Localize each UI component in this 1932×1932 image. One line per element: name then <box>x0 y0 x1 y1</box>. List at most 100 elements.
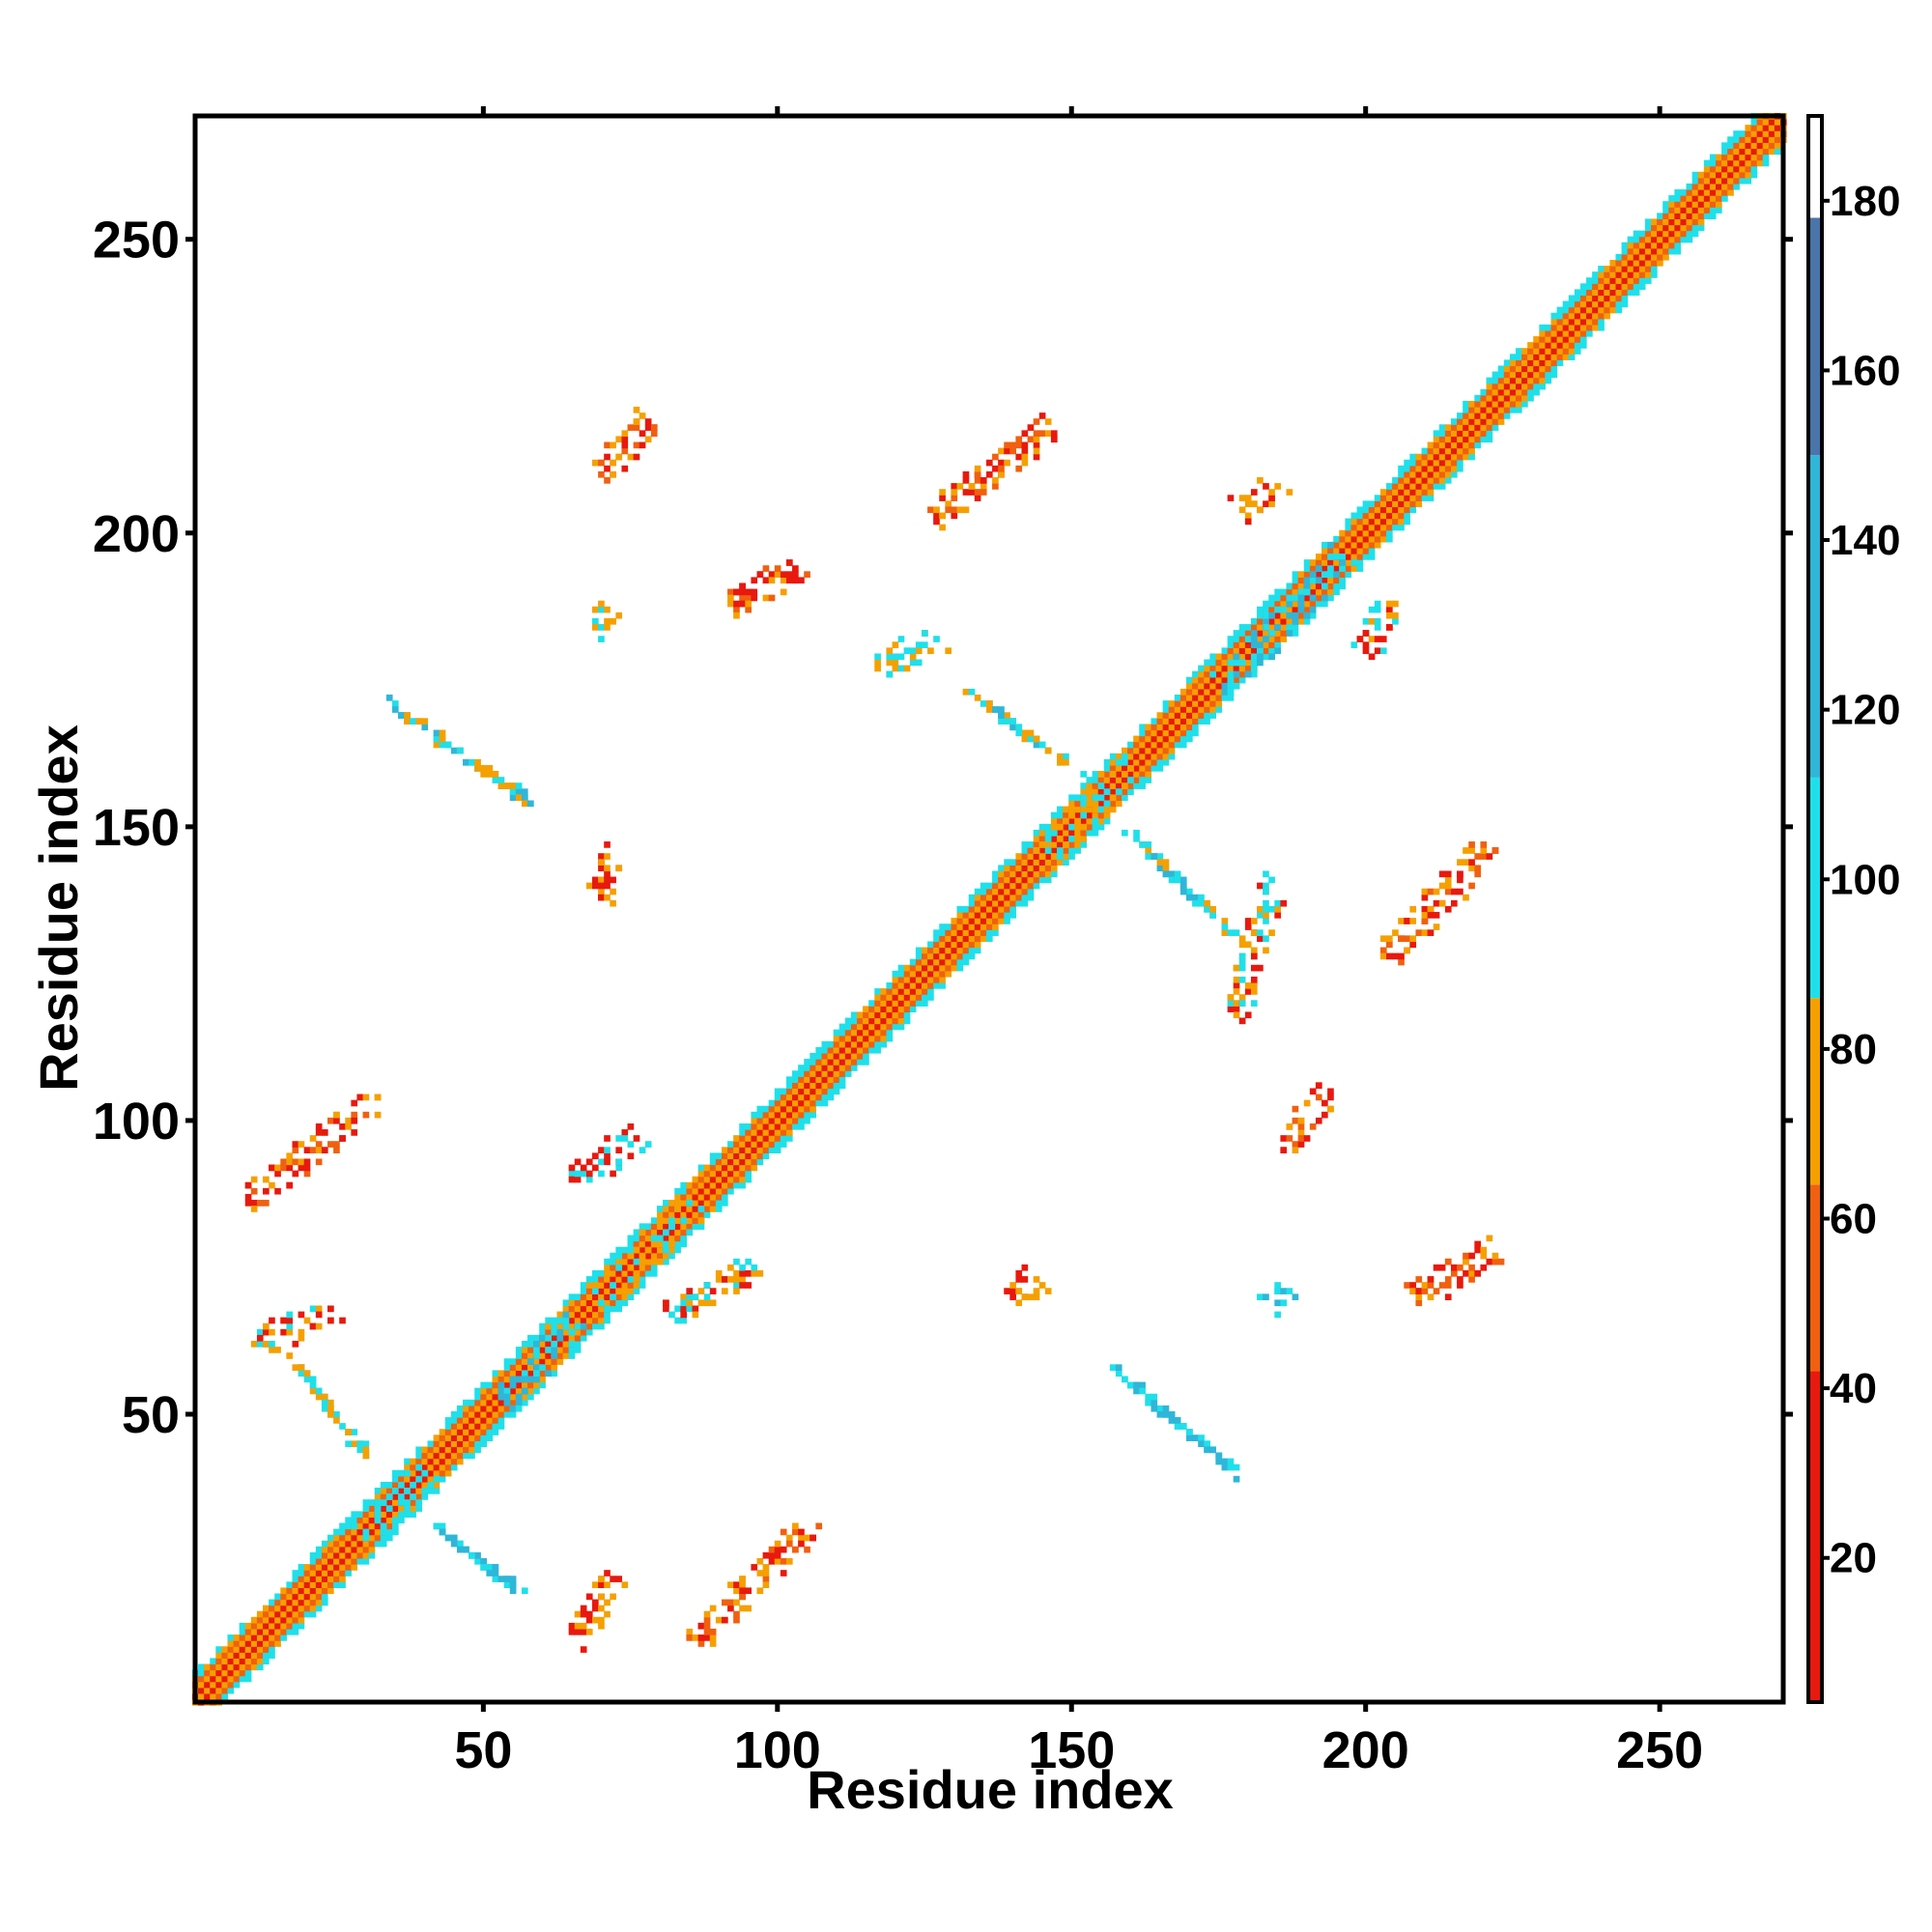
diagonal-cell <box>1086 817 1094 825</box>
contact-cell <box>1238 958 1246 966</box>
diagonal-cell <box>521 1399 528 1406</box>
contact-cell <box>985 700 993 707</box>
diagonal-cell <box>1703 183 1711 190</box>
diagonal-cell <box>727 1158 734 1166</box>
diagonal-cell <box>486 1393 494 1401</box>
diagonal-cell <box>1609 277 1617 284</box>
diagonal-cell <box>1115 782 1122 789</box>
diagonal-cell <box>1327 577 1334 584</box>
diagonal-cell <box>680 1229 688 1236</box>
diagonal-cell <box>1404 483 1410 490</box>
contact-cell <box>1268 653 1275 661</box>
diagonal-cell <box>269 1605 275 1612</box>
diagonal-cell <box>1227 641 1235 648</box>
colorbar-band <box>1808 1184 1822 1372</box>
diagonal-cell <box>850 1046 858 1054</box>
contact-cell <box>1227 1463 1235 1471</box>
contact-cell <box>1221 682 1229 690</box>
diagonal-cell <box>1297 611 1305 619</box>
diagonal-cell <box>598 1282 605 1289</box>
contact-cell <box>592 1152 599 1160</box>
diagonal-cell <box>715 1187 723 1195</box>
diagonal-cell <box>1156 758 1164 766</box>
contact-cell <box>1244 982 1252 989</box>
contact-cell <box>380 1528 387 1536</box>
contact-cell <box>1244 500 1252 508</box>
diagonal-cell <box>1303 617 1311 625</box>
contact-cell <box>721 1288 728 1294</box>
diagonal-cell <box>1444 459 1452 467</box>
contact-cell <box>774 1558 781 1565</box>
contact-cell <box>321 1399 328 1406</box>
contact-cell <box>721 1276 728 1283</box>
contact-cell <box>1015 465 1023 472</box>
diagonal-cell <box>1697 177 1705 185</box>
diagonal-cell <box>798 1076 805 1083</box>
contact-cell <box>804 1546 810 1553</box>
diagonal-cell <box>568 1322 576 1330</box>
diagonal-cell <box>621 1264 629 1271</box>
diagonal-cell <box>1133 777 1140 783</box>
diagonal-cell <box>1703 207 1711 213</box>
contact-cell <box>1021 1264 1029 1271</box>
diagonal-cell <box>533 1358 540 1365</box>
contact-cell <box>592 1616 599 1624</box>
contact-cell <box>585 882 593 890</box>
diagonal-cell <box>827 1059 835 1065</box>
contact-cell <box>269 1317 275 1324</box>
diagonal-cell <box>756 1141 764 1148</box>
diagonal-cell <box>1392 512 1399 520</box>
diagonal-cell <box>1586 324 1593 331</box>
diagonal-cell <box>1156 712 1164 719</box>
diagonal-cell <box>968 947 976 954</box>
diagonal-cell <box>1450 470 1458 478</box>
contact-cell <box>998 470 1005 478</box>
diagonal-cell <box>1356 529 1364 537</box>
diagonal-cell <box>1421 470 1429 478</box>
contact-cell <box>1263 905 1269 913</box>
diagonal-cell <box>1127 741 1134 749</box>
diagonal-cell <box>1145 771 1152 778</box>
diagonal-cell <box>903 1017 911 1025</box>
diagonal-cell <box>1756 142 1764 150</box>
diagonal-cell <box>921 947 928 954</box>
diagonal-cell <box>1480 418 1488 425</box>
contact-cell <box>321 1129 328 1136</box>
diagonal-cell <box>745 1122 752 1130</box>
contact-cell <box>621 1288 629 1294</box>
contact-cell <box>362 1094 370 1101</box>
diagonal-cell <box>868 1000 875 1007</box>
diagonal-cell <box>1527 377 1534 384</box>
diagonal-cell <box>1080 829 1088 837</box>
contact-cell <box>1068 835 1075 842</box>
diagonal-cell <box>1497 365 1505 373</box>
contact-cell <box>298 1164 305 1172</box>
diagonal-cell <box>956 918 964 924</box>
diagonal-cell <box>1038 870 1046 878</box>
contact-cell <box>292 1158 299 1166</box>
contact-cell <box>574 1610 582 1618</box>
diagonal-cell <box>339 1576 346 1582</box>
contact-cell <box>1250 630 1258 637</box>
contact-cell <box>415 1475 423 1483</box>
diagonal-cell <box>874 1035 881 1042</box>
diagonal-cell <box>1379 518 1387 526</box>
diagonal-cell <box>874 1006 881 1013</box>
diagonal-cell <box>1339 571 1346 578</box>
diagonal-cell <box>921 1000 928 1007</box>
contact-cell <box>1057 823 1064 831</box>
contact-cell <box>1033 735 1040 743</box>
contact-cell <box>1379 952 1387 960</box>
contact-cell <box>1374 606 1381 613</box>
diagonal-cell <box>985 912 993 919</box>
diagonal-cell <box>1515 377 1522 384</box>
diagonal-cell <box>1074 829 1081 837</box>
diagonal-cell <box>985 882 993 890</box>
diagonal-cell <box>256 1610 264 1618</box>
diagonal-cell <box>827 1076 835 1083</box>
diagonal-cell <box>974 912 981 919</box>
diagonal-cell <box>1063 835 1069 842</box>
diagonal-cell <box>221 1669 229 1677</box>
diagonal-cell <box>785 1111 793 1119</box>
contact-cell <box>503 1387 511 1395</box>
